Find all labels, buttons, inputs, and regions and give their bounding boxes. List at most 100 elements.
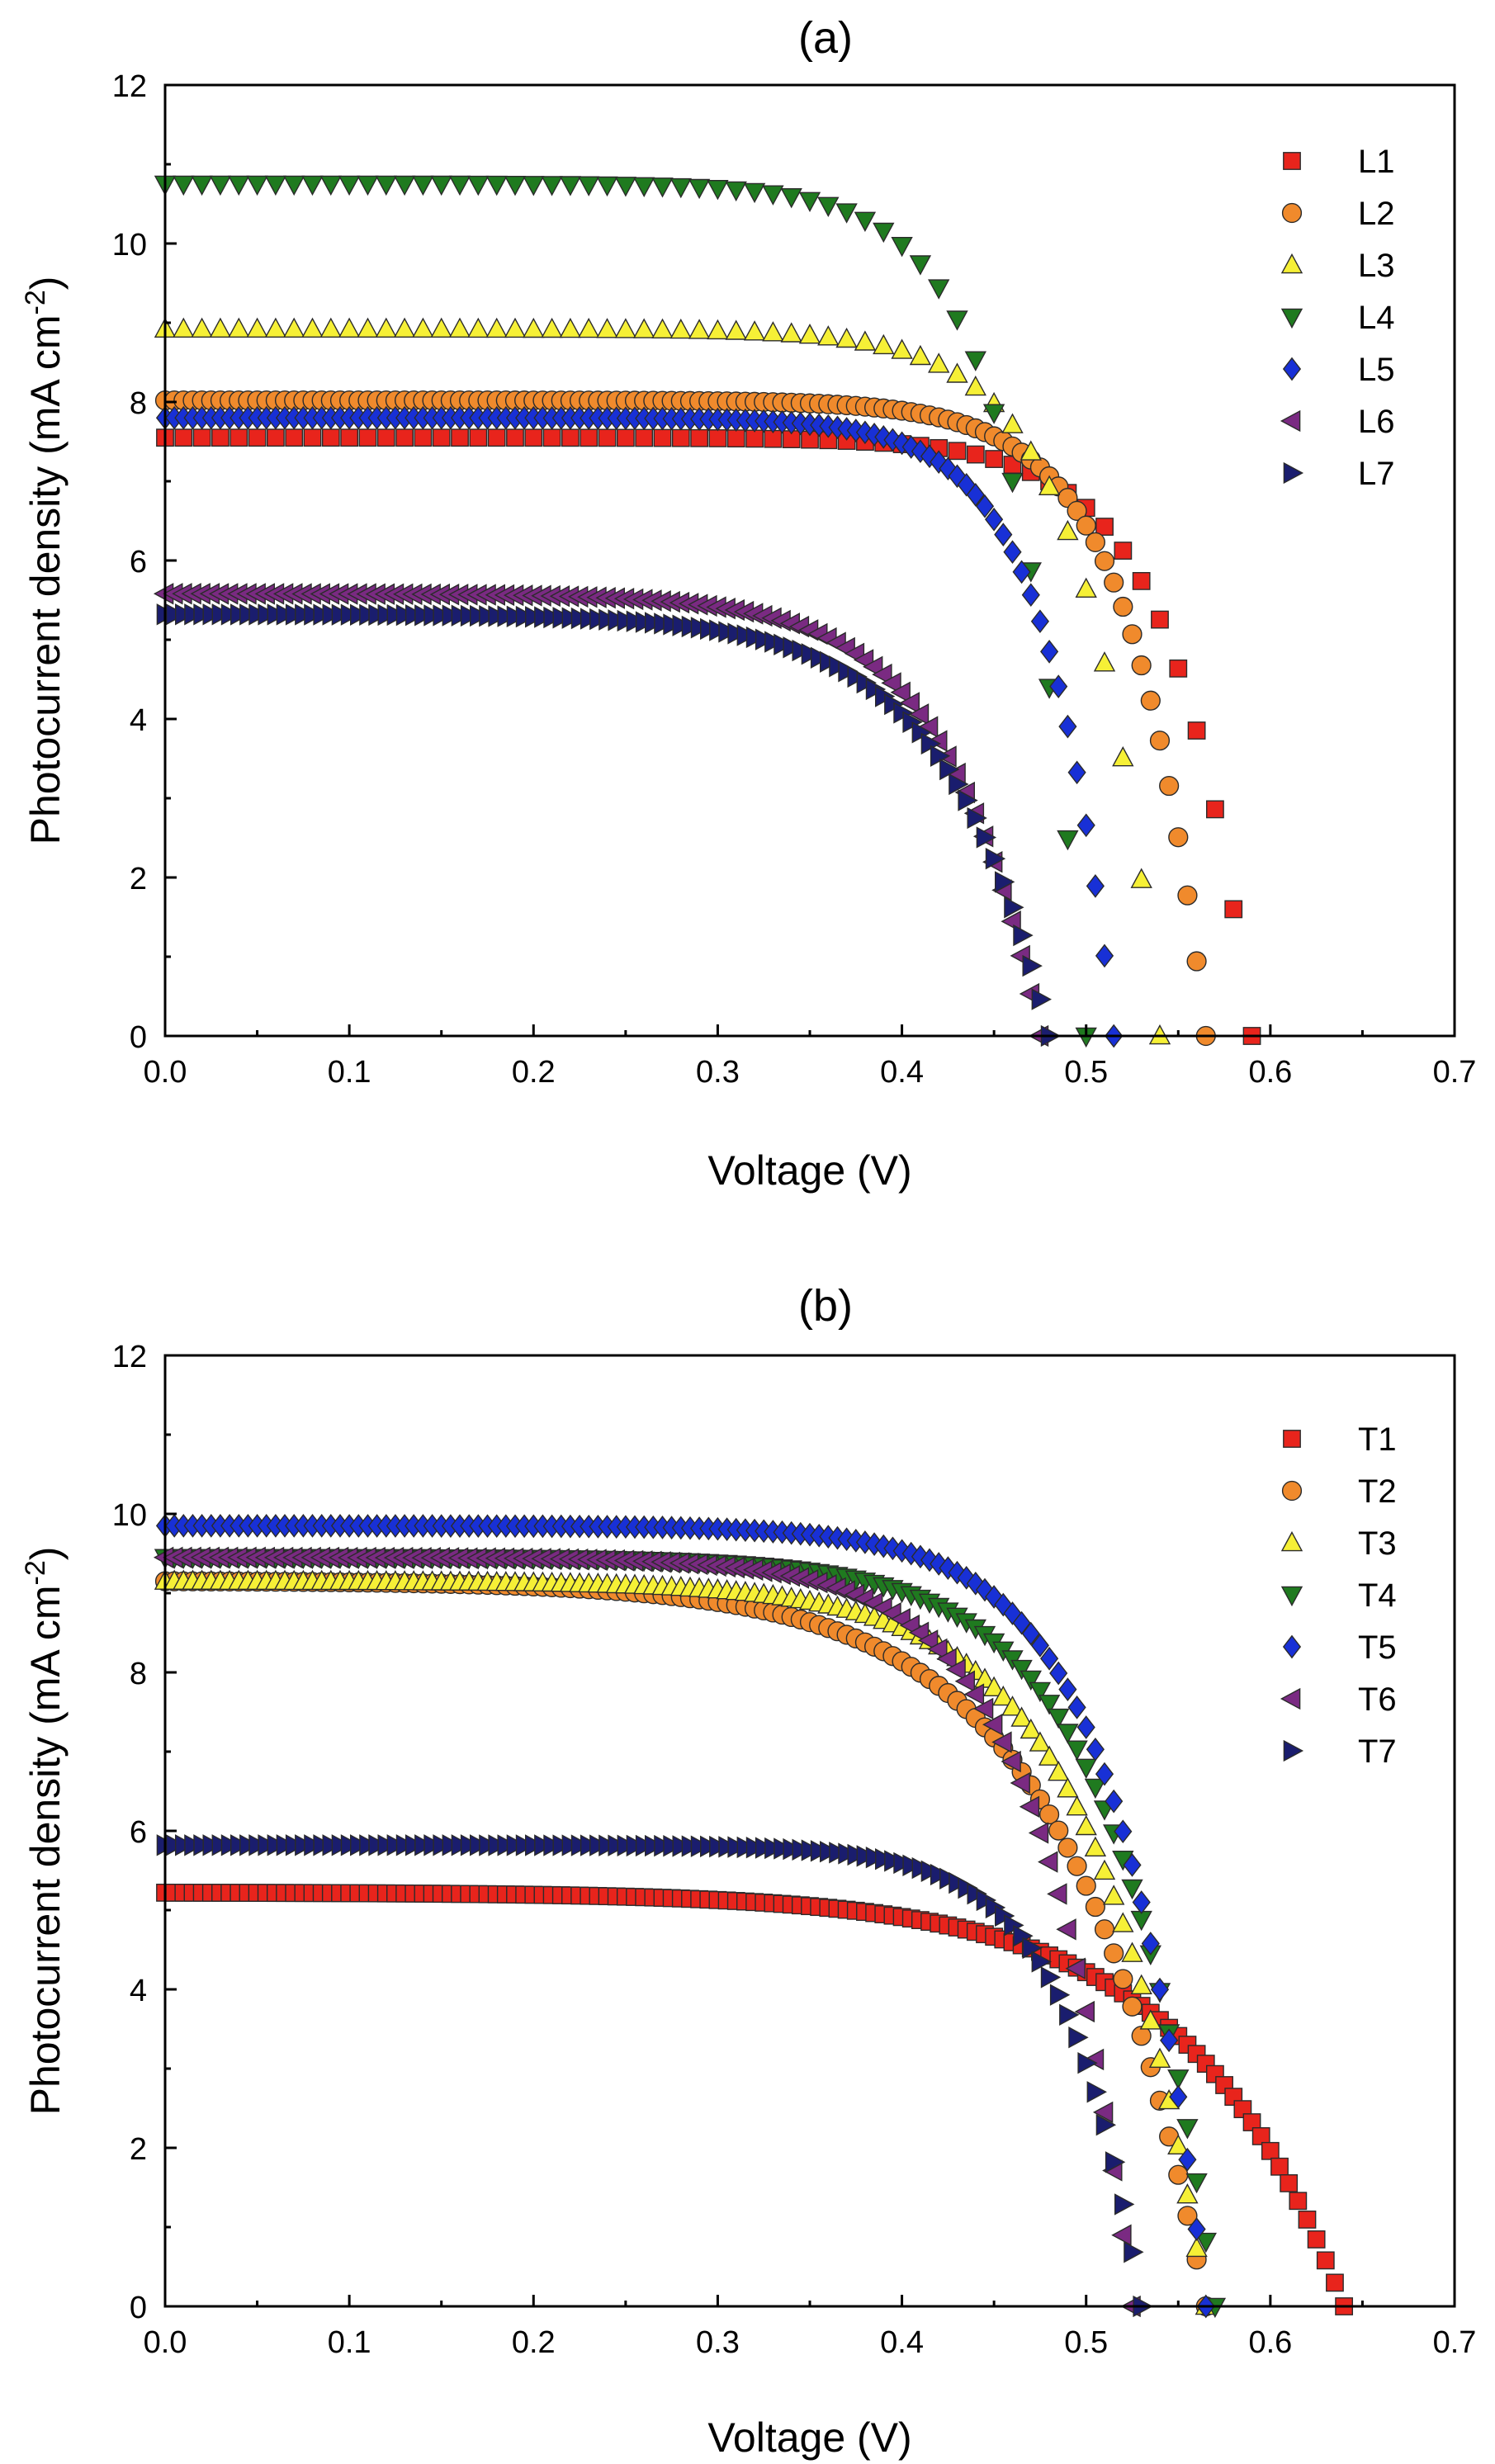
legend-marker-T2 [1281, 1480, 1303, 1502]
data-point-L5 [920, 444, 939, 469]
y-axis-title-b: Photocurrent density (mA cm-2) [20, 1547, 69, 2116]
data-point-L5 [1030, 609, 1049, 634]
data-point-L3 [854, 330, 877, 351]
data-point-L4 [559, 176, 582, 196]
data-point-T3 [1093, 1859, 1116, 1880]
data-point-L4 [301, 175, 324, 196]
data-point-L3 [1001, 413, 1024, 433]
data-point-L1 [376, 428, 395, 447]
x-axis-title-a: Voltage (V) [707, 1147, 911, 1194]
data-point-L2 [1177, 885, 1198, 906]
x-tick-label: 0.1 [328, 2325, 371, 2360]
data-point-L1 [487, 428, 506, 447]
y-tick-label: 0 [130, 2291, 147, 2325]
data-point-L5 [1040, 640, 1059, 664]
data-point-T6 [945, 1658, 966, 1681]
data-point-T3 [992, 1685, 1015, 1706]
data-point-T7 [1086, 2081, 1107, 2103]
data-point-L4 [523, 176, 545, 196]
x-tick-label: 0.7 [1433, 1055, 1477, 1090]
legend-label-T2: T2 [1358, 1473, 1397, 1510]
data-point-L5 [911, 439, 930, 464]
y-tick-label: 2 [130, 862, 147, 896]
legend-item-T7: T7 [1283, 1733, 1397, 1770]
y-axis-a: 0 2 4 6 8 10 12 [112, 69, 177, 1055]
data-point-T5 [1058, 1677, 1077, 1701]
data-point-L5 [1012, 560, 1031, 584]
data-point-L1 [690, 428, 709, 447]
y-tick-label: 6 [130, 1815, 147, 1850]
y-tick-label: 10 [112, 1498, 147, 1533]
data-point-L1 [1132, 571, 1151, 590]
data-point-L6 [890, 681, 911, 703]
data-point-L1 [598, 428, 617, 447]
data-point-L4 [946, 310, 968, 331]
y-axis-title-b-close: ) [22, 1547, 69, 1561]
data-point-L1 [524, 428, 543, 447]
data-point-T3 [1139, 2009, 1161, 2030]
x-tick-label: 0.0 [144, 1055, 187, 1090]
data-point-L3 [375, 317, 397, 338]
legend-item-L6: L6 [1280, 404, 1395, 440]
data-point-T2 [1168, 2164, 1189, 2185]
data-point-T3 [1130, 1974, 1152, 1995]
data-point-L1 [506, 428, 524, 447]
data-point-L1 [726, 429, 745, 448]
data-point-T6 [1092, 2101, 1114, 2124]
data-point-T6 [963, 1683, 985, 1705]
x-tick-label: 0.2 [512, 1055, 556, 1090]
data-point-T2 [1113, 1969, 1133, 1989]
data-point-L5 [1058, 714, 1077, 739]
data-point-L4 [264, 175, 287, 196]
data-point-L1 [1206, 800, 1224, 819]
x-tick-label: 0.3 [696, 1055, 740, 1090]
data-point-L2 [1104, 572, 1124, 593]
data-point-L1 [1151, 610, 1169, 629]
data-point-T5 [1169, 2084, 1188, 2109]
data-point-L4 [669, 177, 692, 199]
legend-marker-L6 [1280, 409, 1301, 433]
data-point-L2 [1159, 775, 1180, 797]
data-point-L5 [901, 435, 920, 459]
data-point-T7 [1114, 2193, 1135, 2216]
data-point-T2 [1048, 1820, 1069, 1841]
data-point-L4 [246, 175, 268, 196]
y-axis-title-a: Photocurrent density (mA cm-2) [20, 277, 69, 845]
legend-marker-T7 [1283, 1739, 1304, 1762]
y-tick-label: 10 [112, 228, 147, 262]
data-point-L3 [798, 324, 821, 344]
data-point-L3 [891, 338, 913, 359]
data-point-L4 [835, 203, 858, 224]
data-point-T4 [1029, 1681, 1052, 1703]
data-point-T1 [1242, 2113, 1261, 2131]
data-point-T6 [1047, 1883, 1067, 1905]
data-point-L4 [393, 175, 416, 196]
legend-label-L7: L7 [1358, 456, 1395, 492]
y-tick-label: 12 [112, 69, 147, 104]
data-point-L4 [578, 176, 600, 196]
series-T5 [155, 1514, 1215, 2319]
data-point-L1 [966, 445, 985, 464]
data-point-L4 [909, 255, 932, 276]
legend-label-T5: T5 [1358, 1629, 1397, 1666]
data-point-L4 [817, 196, 840, 217]
data-point-T4 [1121, 1879, 1143, 1900]
data-point-T3 [1066, 1795, 1088, 1816]
data-point-T5 [1049, 1661, 1068, 1686]
data-point-L4 [596, 176, 618, 197]
data-point-L4 [688, 178, 711, 200]
data-point-L4 [964, 351, 986, 371]
data-point-T5 [930, 1552, 949, 1576]
data-point-T5 [1178, 2147, 1197, 2172]
x-tick-label: 0.6 [1248, 2325, 1292, 2360]
data-point-T6 [927, 1638, 948, 1661]
data-point-L3 [209, 317, 232, 338]
data-point-L3 [191, 317, 213, 338]
data-point-T5 [1076, 1715, 1095, 1739]
data-point-L2 [1186, 951, 1207, 972]
data-point-T4 [1066, 1740, 1088, 1761]
data-point-L4 [209, 175, 232, 196]
data-point-T7 [1049, 1984, 1071, 2006]
data-point-L1 [580, 428, 598, 447]
